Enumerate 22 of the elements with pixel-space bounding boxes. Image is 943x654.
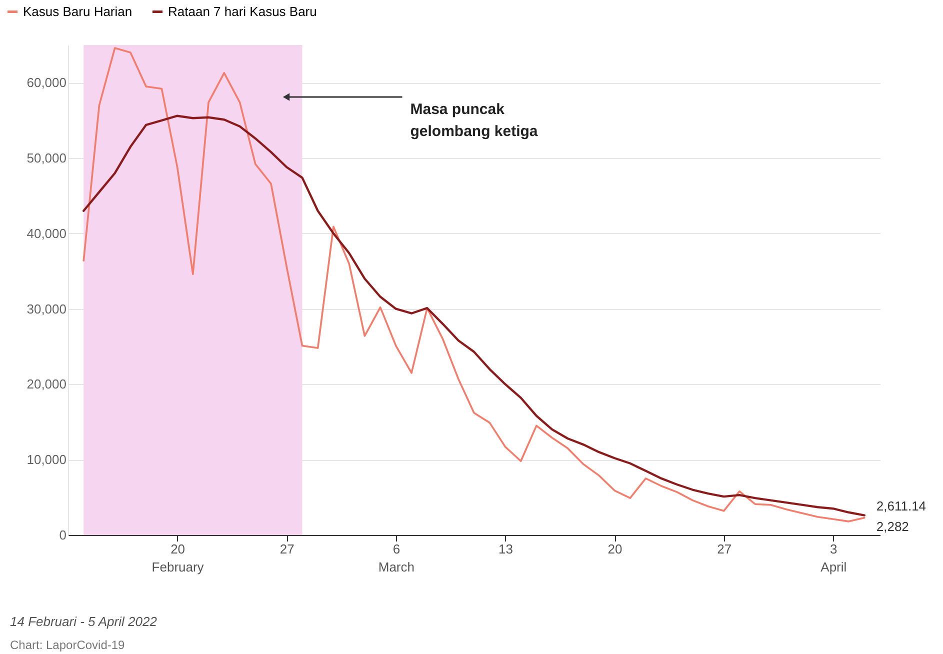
y-tick-label: 60,000 — [26, 75, 66, 90]
y-tick-label: 0 — [59, 528, 66, 542]
text: Chart: LaporCovid-19 — [10, 638, 126, 652]
data-label: 2,611.14 — [876, 498, 926, 514]
x-tick-label: 3 April — [820, 542, 847, 574]
y-tick-label: 40,000 — [26, 226, 66, 241]
x-tick-label: 6 March — [378, 542, 414, 574]
band-label: Masa puncak gelombang ketiga — [410, 101, 538, 140]
y-tick-label: 50,000 — [26, 150, 66, 166]
x-tick-label: 27 — [280, 542, 294, 556]
text: 14 Februari - 5 April 2022 — [10, 614, 158, 629]
x-tick-label: 27 — [717, 542, 732, 556]
y-tick-label: 10,000 — [26, 452, 66, 468]
legend-label: Rataan 7 hari Kasus Baru — [168, 4, 317, 19]
legend-label: Kasus Baru Harian — [23, 4, 132, 19]
data-label: 2,282 — [876, 518, 909, 534]
y-tick-label: 30,000 — [26, 301, 66, 316]
x-tick-label: 20 — [608, 542, 622, 556]
line-series — [82, 47, 866, 522]
x-tick-label: 13 — [498, 542, 513, 556]
y-tick-label: 20,000 — [26, 376, 66, 392]
x-tick-label: 20 February — [152, 542, 204, 574]
